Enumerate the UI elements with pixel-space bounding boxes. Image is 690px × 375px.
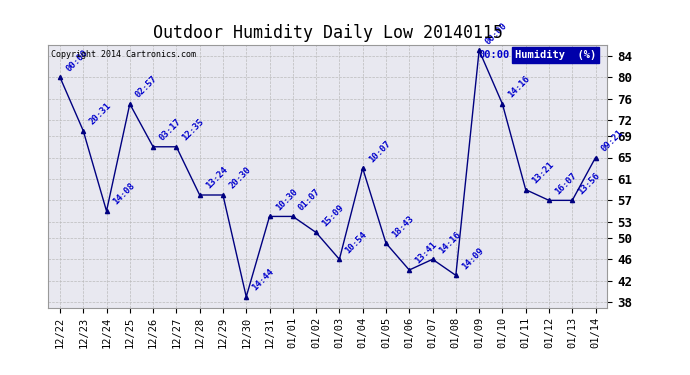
- Text: 02:57: 02:57: [134, 74, 159, 100]
- Text: 10:54: 10:54: [344, 230, 369, 255]
- Text: 14:09: 14:09: [460, 246, 485, 271]
- Title: Outdoor Humidity Daily Low 20140115: Outdoor Humidity Daily Low 20140115: [152, 24, 503, 42]
- Text: 16:07: 16:07: [553, 171, 578, 196]
- Text: 10:07: 10:07: [367, 139, 392, 164]
- Text: 13:24: 13:24: [204, 165, 229, 191]
- Text: 01:07: 01:07: [297, 187, 322, 212]
- Text: Humidity  (%): Humidity (%): [515, 50, 596, 60]
- Text: 00:00: 00:00: [483, 21, 509, 46]
- Text: 20:30: 20:30: [227, 165, 253, 191]
- Text: 14:44: 14:44: [250, 267, 276, 292]
- Text: 14:16: 14:16: [437, 230, 462, 255]
- Text: 03:17: 03:17: [157, 117, 183, 142]
- Text: 10:30: 10:30: [274, 187, 299, 212]
- Text: 20:31: 20:31: [88, 101, 112, 126]
- Text: 14:08: 14:08: [110, 182, 136, 207]
- Text: 09:21: 09:21: [600, 128, 625, 153]
- Text: 14:16: 14:16: [506, 74, 532, 100]
- Text: 12:35: 12:35: [181, 117, 206, 142]
- Text: 13:56: 13:56: [576, 171, 602, 196]
- Text: 00:00: 00:00: [479, 50, 510, 60]
- Text: 13:21: 13:21: [530, 160, 555, 186]
- Text: 13:41: 13:41: [413, 240, 439, 266]
- Text: 15:09: 15:09: [320, 203, 346, 228]
- Text: Copyright 2014 Cartronics.com: Copyright 2014 Cartronics.com: [51, 50, 196, 59]
- Text: 00:00: 00:00: [64, 48, 90, 73]
- Text: 18:43: 18:43: [390, 214, 415, 239]
